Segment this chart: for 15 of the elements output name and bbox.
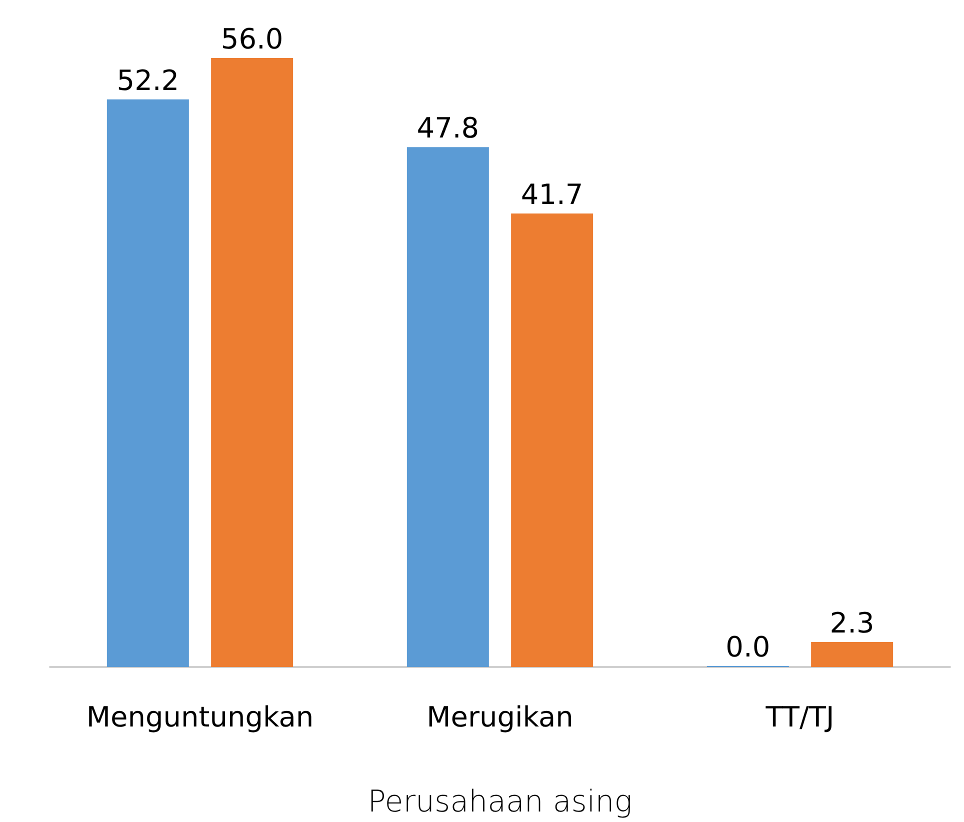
data-label: 2.3: [830, 606, 874, 640]
x-tick-label: TT/TJ: [764, 700, 834, 734]
bar: [211, 58, 294, 667]
x-axis-title: Perusahaan asing: [368, 784, 632, 820]
bar: [811, 642, 894, 667]
data-label: 56.0: [220, 22, 284, 56]
bar: [511, 214, 594, 667]
data-label: 47.8: [416, 112, 480, 145]
x-tick-label: Menguntungkan: [86, 700, 314, 734]
x-tick-label: Merugikan: [426, 700, 574, 734]
data-label: 0.0: [726, 630, 770, 664]
bar: [106, 99, 189, 667]
data-label: 41.7: [520, 178, 584, 212]
data-label: 52.2: [116, 64, 180, 97]
bar: [406, 147, 489, 667]
